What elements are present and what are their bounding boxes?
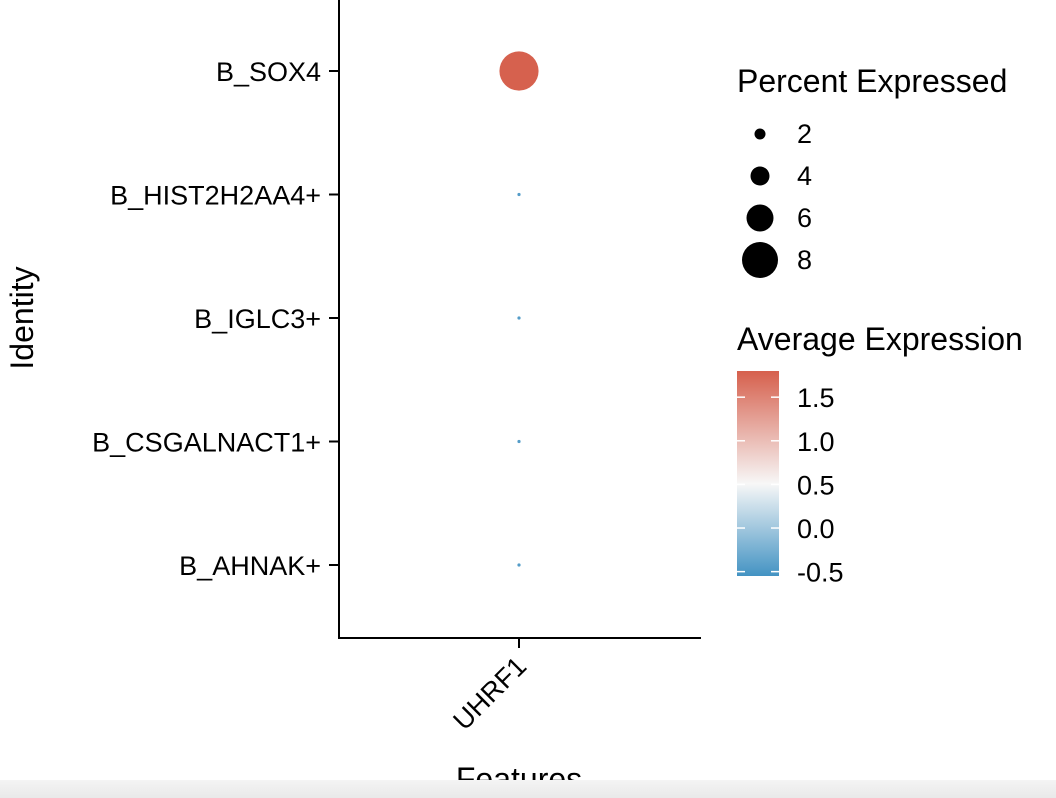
size-legend: Percent Expressed 2 4 6 8 — [737, 63, 1007, 278]
data-point — [517, 192, 521, 197]
color-legend-label: 0.5 — [797, 470, 835, 500]
size-legend-key — [742, 242, 778, 278]
data-point — [517, 439, 521, 444]
color-legend: Average Expression 1.5 1.0 0.5 0.0 -0.5 — [737, 321, 1023, 588]
data-point — [517, 563, 521, 567]
size-legend-label: 6 — [797, 203, 812, 233]
size-legend-key — [750, 166, 770, 186]
data-point — [499, 51, 539, 91]
size-legend-key — [754, 128, 766, 140]
color-legend-label: 0.0 — [797, 514, 835, 544]
y-axis-title: Identity — [4, 266, 40, 369]
color-legend-label: 1.0 — [797, 427, 835, 457]
color-legend-label: -0.5 — [797, 558, 844, 588]
color-bar — [737, 371, 779, 576]
y-ticks: B_SOX4 B_HIST2H2AA4+ B_IGLC3+ B_CSGALNACT1+… — [92, 57, 339, 581]
y-tick-label: B_SOX4 — [216, 57, 321, 87]
x-tick-label: UHRF1 — [447, 651, 532, 736]
color-legend-label: 1.5 — [797, 383, 835, 413]
size-legend-key — [746, 204, 774, 232]
size-legend-label: 2 — [797, 119, 812, 149]
y-tick-label: B_AHNAK+ — [179, 551, 321, 581]
data-points — [499, 51, 539, 567]
window-bottom-edge — [0, 780, 1056, 798]
y-tick-label: B_HIST2H2AA4+ — [110, 181, 321, 211]
size-legend-title: Percent Expressed — [737, 63, 1007, 99]
size-legend-label: 4 — [797, 161, 812, 191]
color-legend-title: Average Expression — [737, 321, 1023, 357]
data-point — [517, 316, 521, 320]
y-tick-label: B_CSGALNACT1+ — [92, 428, 321, 458]
size-legend-label: 8 — [797, 245, 812, 275]
y-tick-label: B_IGLC3+ — [194, 304, 321, 334]
